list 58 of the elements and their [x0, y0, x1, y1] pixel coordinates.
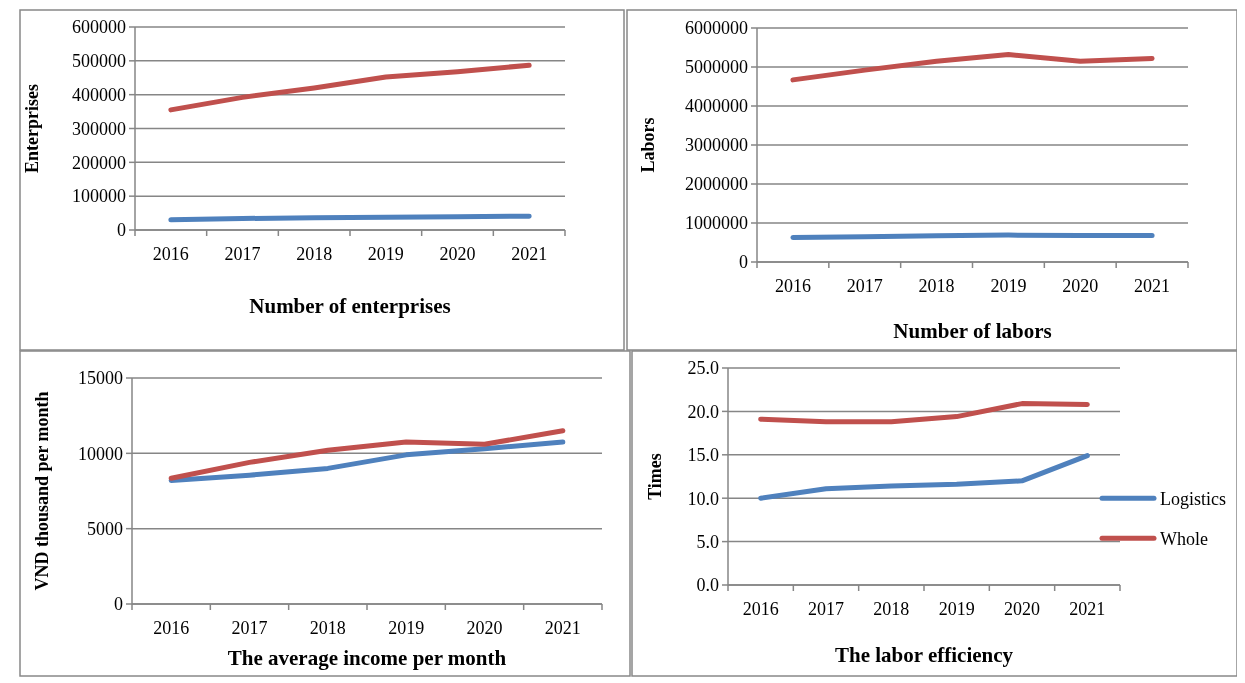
x-tick-label: 2017 [224, 244, 261, 264]
x-tick-label: 2021 [1069, 599, 1106, 619]
y-tick-label: 0 [114, 594, 123, 615]
y-tick-label: 2000000 [685, 174, 748, 195]
x-tick-label: 2016 [774, 276, 811, 296]
x-tick-label: 2020 [1004, 599, 1040, 619]
y-tick-label: 4000000 [685, 96, 748, 117]
y-tick-label: 25.0 [687, 358, 719, 379]
y-axis-title: Enterprises [22, 84, 42, 173]
legend-label: Logistics [1160, 488, 1226, 509]
y-tick-label: 300000 [72, 118, 126, 139]
y-tick-label: 500000 [72, 51, 126, 72]
x-tick-label: 2018 [296, 244, 333, 264]
text: Number of enterprises [249, 294, 451, 318]
x-tick-label: 2017 [808, 599, 844, 619]
y-tick-label: 200000 [72, 152, 126, 173]
y-tick-label: 15000 [78, 368, 123, 389]
x-tick-label: 2021 [544, 618, 581, 638]
y-tick-label: 0 [739, 252, 748, 273]
x-tick-label: 2019 [388, 618, 425, 638]
x-tick-label: 2021 [511, 244, 548, 264]
x-tick-label: 2020 [466, 618, 503, 638]
x-tick-label: 2019 [367, 244, 404, 264]
y-axis-title: Times [645, 453, 665, 500]
text: The average income per month [227, 646, 507, 670]
y-tick-label: 5.0 [696, 531, 719, 552]
y-tick-label: 600000 [72, 17, 126, 38]
y-tick-label: 0.0 [696, 575, 719, 596]
text: Number of labors [893, 319, 1052, 343]
y-tick-label: 5000 [87, 518, 123, 539]
y-tick-label: 15.0 [687, 445, 719, 466]
y-tick-label: 6000000 [685, 18, 748, 39]
y-tick-label: 10.0 [687, 488, 719, 509]
x-tick-label: 2018 [918, 276, 955, 296]
legend-label: Whole [1160, 528, 1208, 549]
x-tick-label: 2017 [231, 618, 268, 638]
x-tick-label: 2016 [152, 244, 189, 264]
x-tick-label: 2019 [990, 276, 1027, 296]
y-axis-title: Labors [638, 117, 658, 173]
y-tick-label: 3000000 [685, 135, 748, 156]
y-axis-title: VND thousand per month [32, 391, 52, 591]
y-tick-label: 10000 [78, 443, 123, 464]
y-tick-label: 20.0 [687, 401, 719, 422]
y-tick-label: 5000000 [685, 57, 748, 78]
x-tick-label: 2017 [846, 276, 883, 296]
x-tick-label: 2020 [439, 244, 476, 264]
x-tick-label: 2019 [938, 599, 975, 619]
y-tick-label: 100000 [72, 186, 126, 207]
x-tick-label: 2021 [1134, 276, 1171, 296]
x-tick-label: 2018 [309, 618, 346, 638]
x-tick-label: 2020 [1062, 276, 1099, 296]
text: The labor efficiency [834, 643, 1014, 667]
x-tick-label: 2016 [153, 618, 190, 638]
y-tick-label: 0 [117, 220, 126, 241]
y-tick-label: 1000000 [685, 213, 748, 234]
x-tick-label: 2018 [873, 599, 910, 619]
y-tick-label: 400000 [72, 84, 126, 105]
x-tick-label: 2016 [742, 599, 779, 619]
